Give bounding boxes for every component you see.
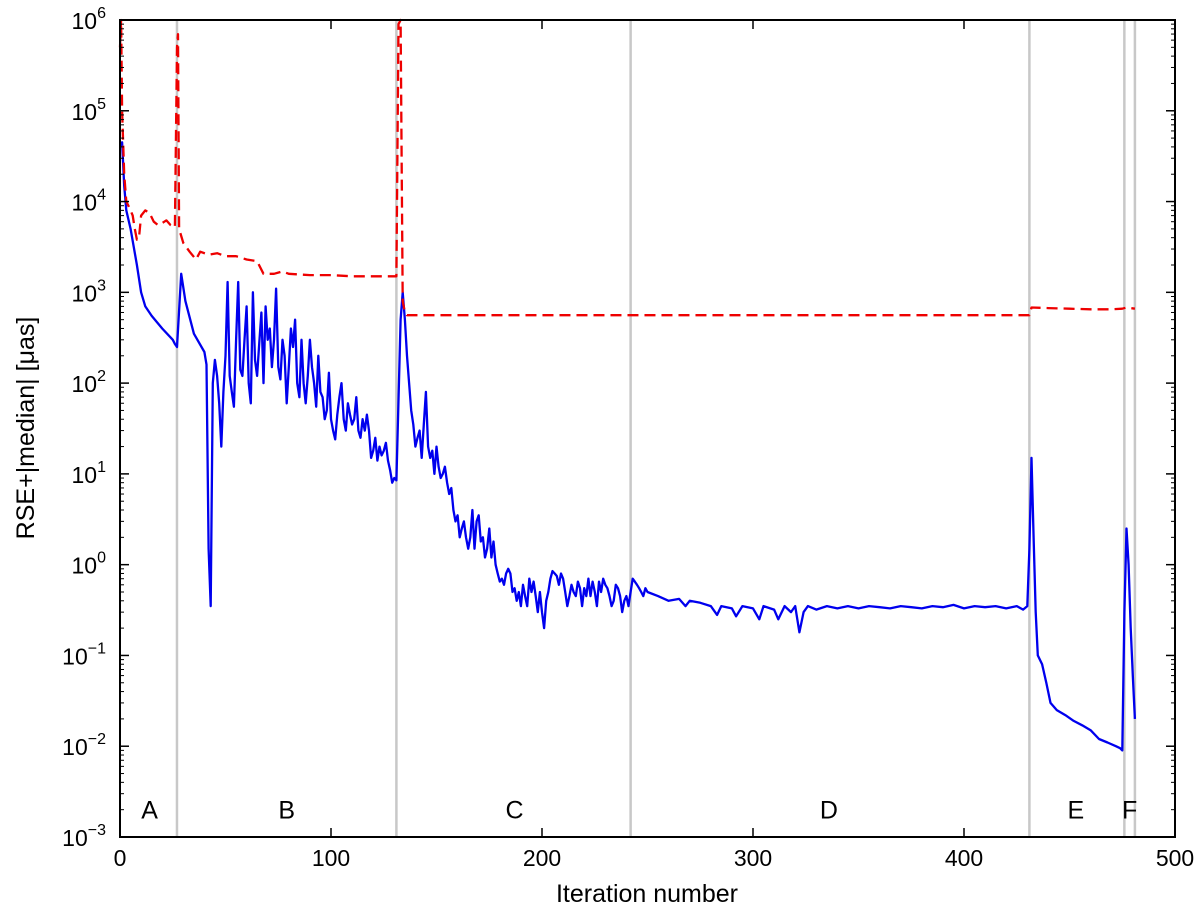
x-tick-label: 100 (312, 845, 350, 871)
plot-frame (119, 19, 1176, 838)
y-tick-label: 104 (72, 187, 107, 216)
y-tick-label: 10−2 (62, 731, 106, 760)
x-tick-label: 0 (114, 845, 127, 871)
x-tick-label: 400 (945, 845, 983, 871)
series-layer (118, 18, 1137, 752)
y-tick-label: 10−1 (62, 640, 106, 669)
x-tick-label: 300 (734, 845, 772, 871)
series-line-1-solid (118, 141, 1137, 752)
x-tick-label: 200 (523, 845, 561, 871)
y-tick-label: 100 (72, 550, 107, 579)
x-axis: 0 100 200 300 400 500 (114, 20, 1194, 871)
phase-label: C (506, 797, 524, 825)
phase-label: F (1122, 797, 1137, 825)
y-axis-label: RSE+|median| [μas] (12, 317, 40, 540)
phase-labels: A B C D E F (141, 797, 1137, 825)
phase-label: D (820, 797, 838, 825)
y-tick-label: 10−3 (62, 822, 106, 851)
y-tick-label: 102 (72, 368, 107, 397)
y-tick-label: 105 (72, 96, 107, 125)
phase-label: B (278, 797, 295, 825)
phase-label: E (1067, 797, 1084, 825)
x-axis-label: Iteration number (556, 880, 738, 908)
y-tick-label: 103 (72, 277, 107, 306)
phase-label: A (141, 797, 158, 825)
y-tick-label: 101 (72, 459, 107, 488)
x-tick-label: 500 (1156, 845, 1194, 871)
y-tick-label: 106 (72, 5, 107, 34)
y-axis: 10−3 10−2 10−1 100 101 102 103 104 105 106 (62, 5, 1175, 851)
series-line-2-dashed (118, 18, 1136, 317)
